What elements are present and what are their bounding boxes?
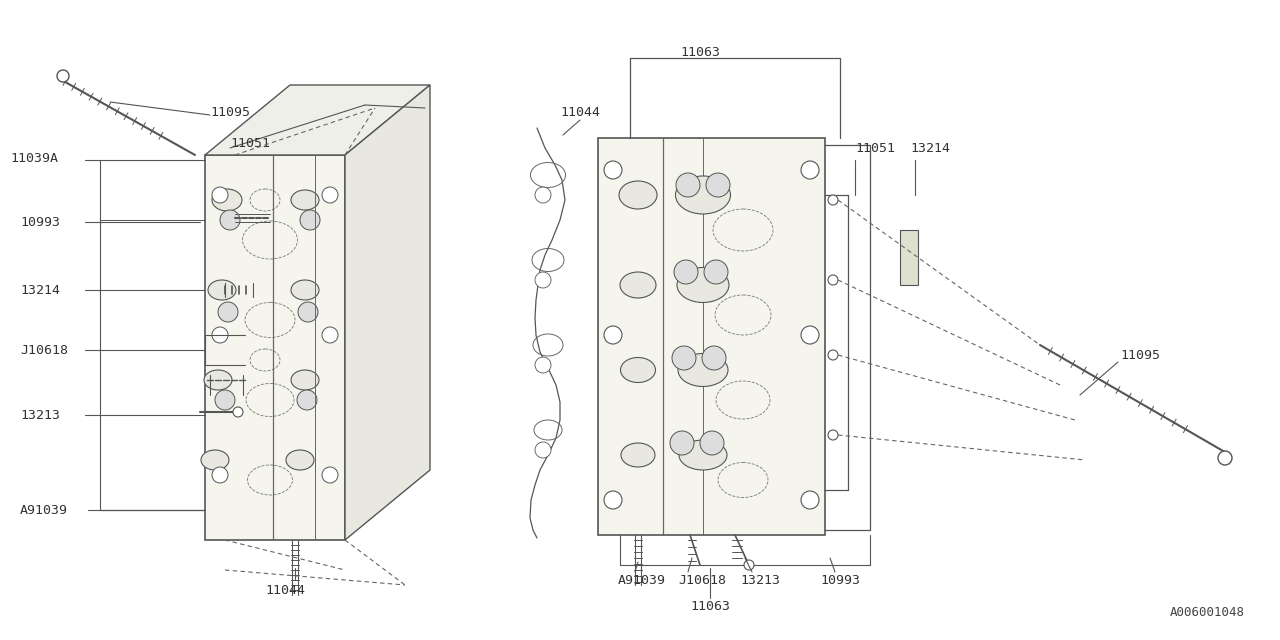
Polygon shape — [598, 138, 826, 535]
Text: 11063: 11063 — [690, 600, 730, 614]
Circle shape — [300, 210, 320, 230]
Text: 13214: 13214 — [910, 141, 950, 154]
Circle shape — [744, 560, 754, 570]
Ellipse shape — [291, 370, 319, 390]
Text: J10618: J10618 — [678, 573, 726, 586]
Circle shape — [704, 260, 728, 284]
Text: 11044: 11044 — [561, 106, 600, 118]
Text: 11051: 11051 — [855, 141, 895, 154]
Circle shape — [828, 275, 838, 285]
Polygon shape — [346, 85, 430, 540]
Text: 11044: 11044 — [265, 584, 305, 596]
Circle shape — [323, 187, 338, 203]
Circle shape — [212, 327, 228, 343]
Circle shape — [672, 346, 696, 370]
Text: 11051: 11051 — [230, 136, 270, 150]
Circle shape — [215, 390, 236, 410]
Ellipse shape — [209, 280, 236, 300]
Circle shape — [675, 260, 698, 284]
Circle shape — [535, 272, 550, 288]
Circle shape — [701, 346, 726, 370]
Circle shape — [604, 326, 622, 344]
Ellipse shape — [621, 358, 655, 383]
Text: 13213: 13213 — [740, 573, 780, 586]
Circle shape — [707, 173, 730, 197]
Text: 11063: 11063 — [680, 45, 721, 58]
Text: 10993: 10993 — [20, 216, 60, 228]
Polygon shape — [205, 155, 346, 540]
Circle shape — [298, 302, 317, 322]
Text: 13213: 13213 — [20, 408, 60, 422]
Ellipse shape — [212, 189, 242, 211]
Ellipse shape — [621, 443, 655, 467]
Ellipse shape — [620, 181, 657, 209]
Circle shape — [700, 431, 724, 455]
Circle shape — [323, 327, 338, 343]
Circle shape — [828, 350, 838, 360]
Ellipse shape — [677, 268, 730, 303]
Circle shape — [801, 491, 819, 509]
Ellipse shape — [204, 370, 232, 390]
Circle shape — [233, 407, 243, 417]
Circle shape — [535, 357, 550, 373]
Ellipse shape — [285, 450, 314, 470]
Text: J10618: J10618 — [20, 344, 68, 356]
Text: 13214: 13214 — [20, 284, 60, 296]
Circle shape — [1219, 451, 1231, 465]
Text: 10993: 10993 — [820, 573, 860, 586]
Circle shape — [604, 161, 622, 179]
Text: A006001048: A006001048 — [1170, 605, 1245, 618]
Ellipse shape — [678, 440, 727, 470]
Ellipse shape — [291, 190, 319, 210]
FancyBboxPatch shape — [900, 230, 918, 285]
Circle shape — [220, 210, 241, 230]
Circle shape — [535, 187, 550, 203]
Circle shape — [801, 161, 819, 179]
Circle shape — [535, 442, 550, 458]
Text: 11095: 11095 — [210, 106, 250, 118]
Circle shape — [604, 491, 622, 509]
Polygon shape — [205, 85, 430, 155]
Circle shape — [212, 467, 228, 483]
Circle shape — [801, 326, 819, 344]
Circle shape — [828, 195, 838, 205]
Text: 11039A: 11039A — [10, 152, 58, 164]
Circle shape — [323, 467, 338, 483]
Ellipse shape — [620, 272, 657, 298]
Text: A91039: A91039 — [618, 573, 666, 586]
Ellipse shape — [291, 280, 319, 300]
Circle shape — [58, 70, 69, 82]
Ellipse shape — [678, 353, 728, 387]
Circle shape — [676, 173, 700, 197]
Ellipse shape — [201, 450, 229, 470]
Circle shape — [218, 302, 238, 322]
Circle shape — [828, 430, 838, 440]
Circle shape — [297, 390, 317, 410]
Ellipse shape — [676, 176, 731, 214]
Text: A91039: A91039 — [20, 504, 68, 516]
Text: 11095: 11095 — [1120, 349, 1160, 362]
Circle shape — [212, 187, 228, 203]
Circle shape — [669, 431, 694, 455]
